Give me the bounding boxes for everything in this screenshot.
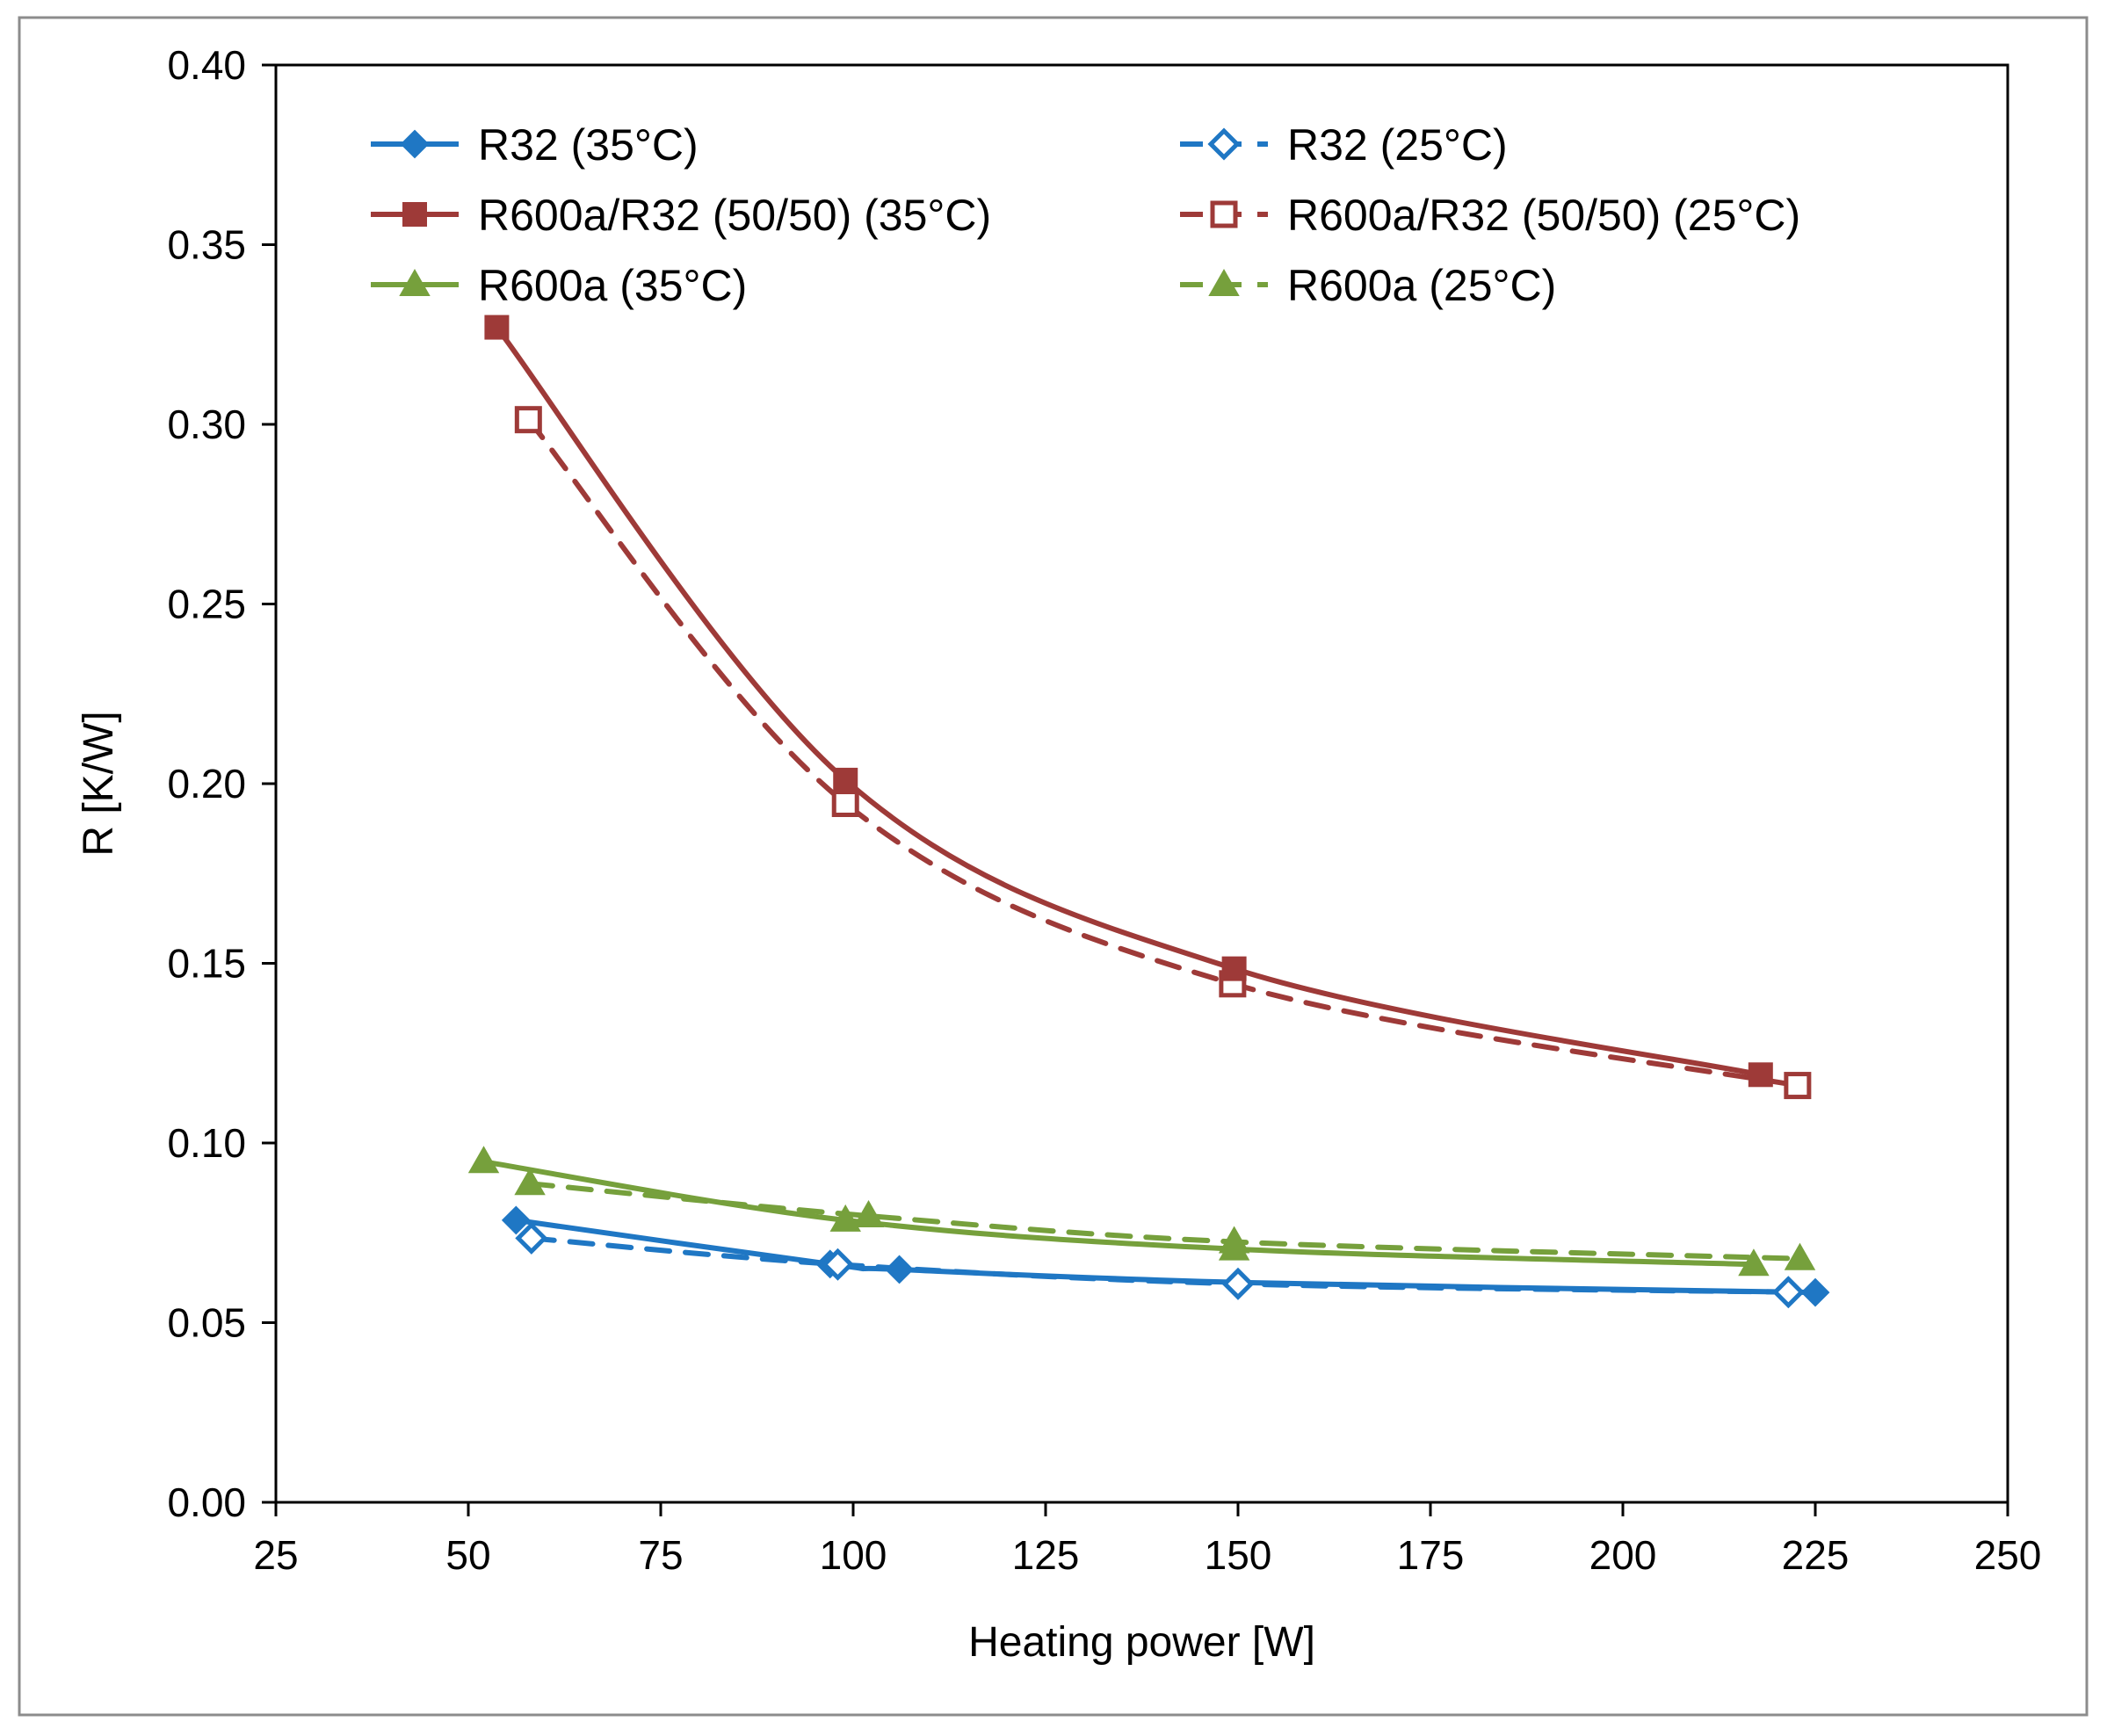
legend-label: R600a (25°C) [1287,261,1556,310]
series-3 [514,406,1812,1100]
data-point [467,1146,500,1174]
x-axis-title: Heating power [W] [968,1619,1315,1666]
x-tick-label: 175 [1397,1532,1465,1578]
x-tick-label: 250 [1974,1532,2042,1578]
y-tick-label: 0.00 [167,1479,246,1525]
legend-marker [1210,200,1238,228]
data-point [514,406,542,434]
x-tick-label: 125 [1012,1532,1080,1578]
y-tick-label: 0.15 [167,941,246,987]
legend-marker [1207,127,1241,161]
data-point [1221,956,1247,981]
data-point [484,315,510,340]
series-line [481,1159,1756,1268]
data-point [1784,1072,1812,1100]
axes-layer: 25 50 75 100 125 150 175 200 225 250 0.00 0.05 0.10 0… [167,42,2041,1578]
series-line [494,324,1763,1078]
legend: R32 (35°C) R32 (25°C) R600a/R32 (50/50) (3… [371,120,1800,310]
data-point [1771,1276,1805,1309]
legend-marker [400,129,430,159]
y-tick-label: 0.20 [167,761,246,807]
legend-entry: R600a (35°C) [371,261,747,310]
y-tick-label: 0.35 [167,222,246,268]
legend-entry: R600a (25°C) [1180,261,1556,310]
y-tick-label: 0.25 [167,582,246,627]
legend-marker [402,202,427,227]
data-point [514,1168,546,1196]
data-point [515,1221,548,1255]
legend-label: R600a (35°C) [478,261,747,310]
series-4 [467,1146,1770,1277]
x-tick-label: 150 [1205,1532,1272,1578]
data-point [852,1200,885,1228]
series-1 [515,1221,1805,1309]
legend-label: R600a/R32 (50/50) (35°C) [478,191,991,240]
series-line [528,1235,1792,1295]
legend-entry: R600a/R32 (50/50) (35°C) [371,191,991,240]
x-tick-label: 100 [820,1532,887,1578]
legend-label: R600a/R32 (50/50) (25°C) [1287,191,1800,240]
data-point [501,1205,531,1235]
data-point [1784,1242,1816,1270]
series-layer [467,315,1830,1309]
legend-entry: R600a/R32 (50/50) (25°C) [1180,191,1800,240]
data-point [1738,1248,1770,1277]
x-tick-label: 50 [445,1532,490,1578]
x-tick-label: 25 [253,1532,298,1578]
series-line [527,1181,1803,1262]
data-point [833,767,858,792]
chart-outer-border [18,16,2089,1717]
x-tick-label: 75 [638,1532,683,1578]
x-tick-label: 200 [1589,1532,1657,1578]
data-point [1218,1226,1250,1254]
legend-marker [399,268,431,296]
data-point [1800,1277,1830,1307]
data-point [1221,1267,1255,1300]
data-point [829,1204,861,1232]
data-point [1748,1062,1773,1088]
data-point [821,1248,855,1281]
y-tick-label: 0.05 [167,1300,246,1346]
y-axis-title: R [K/W] [76,711,122,856]
legend-label: R32 (35°C) [478,120,699,170]
legend-entry: R32 (35°C) [371,120,699,170]
y-tick-label: 0.30 [167,401,246,447]
legend-entry: R32 (25°C) [1180,120,1508,170]
x-tick-label: 225 [1782,1532,1850,1578]
data-point [831,789,859,817]
series-2 [484,315,1773,1088]
series-5 [514,1168,1816,1270]
legend-label: R32 (25°C) [1287,120,1508,170]
y-tick-label: 0.10 [167,1120,246,1166]
legend-marker [1208,268,1240,296]
y-tick-label: 0.40 [167,42,246,88]
